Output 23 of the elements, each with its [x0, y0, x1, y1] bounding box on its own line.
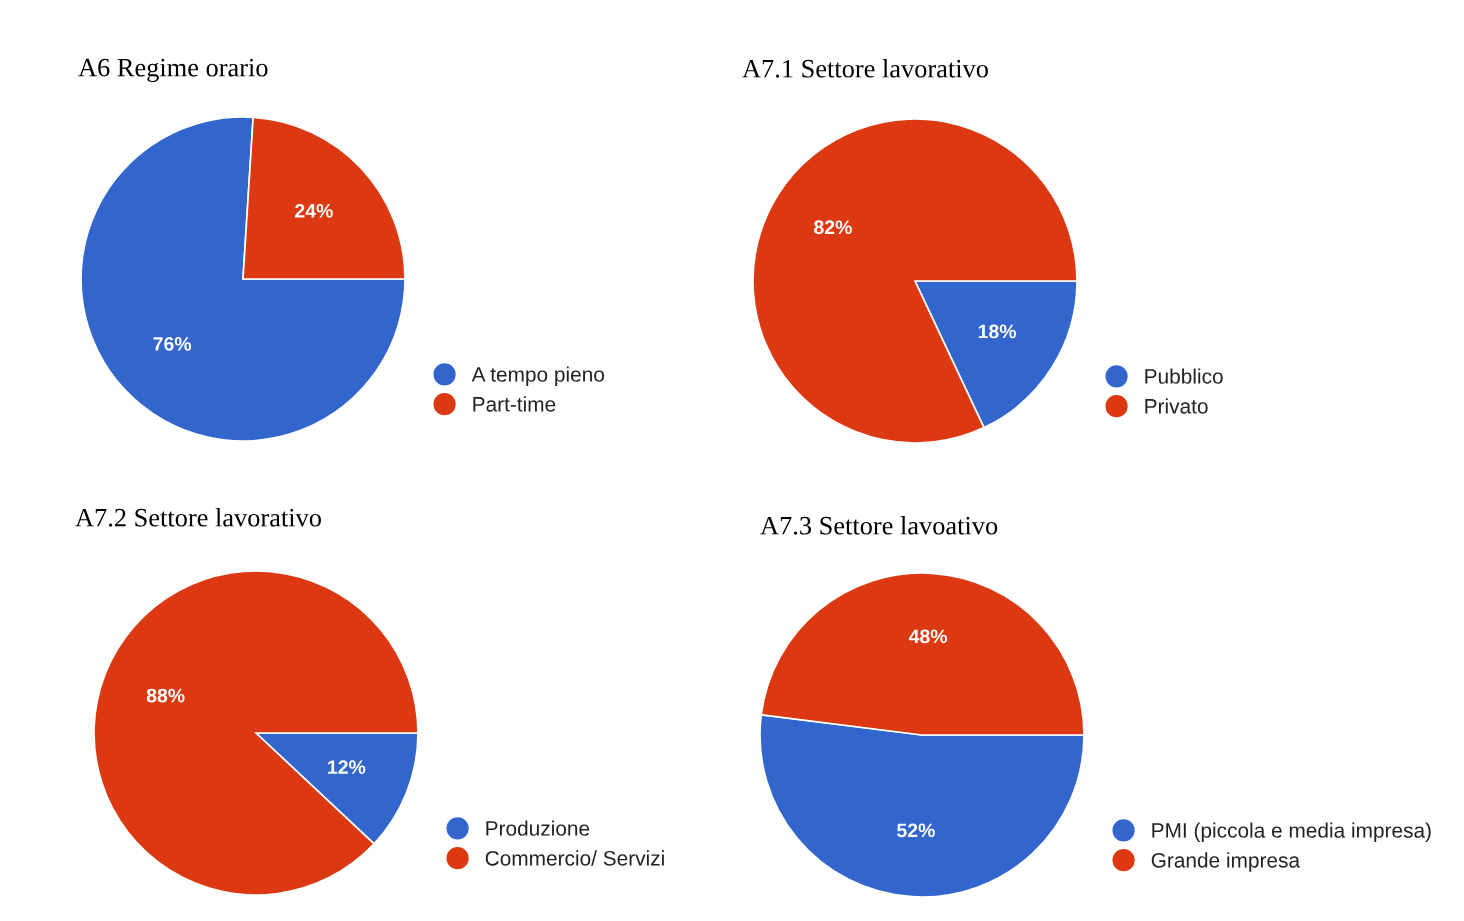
- chart-title: A6 Regime orario: [78, 58, 268, 82]
- legend-label: Part-time: [473, 396, 556, 412]
- legend-label: Commercio/ Servizi: [485, 850, 664, 866]
- data-label: 18%: [978, 324, 1017, 339]
- data-label: 82%: [814, 220, 852, 235]
- data-label: 12%: [328, 760, 366, 774]
- legend-label: Privato: [1145, 398, 1208, 414]
- legend-label: Pubblico: [1145, 368, 1223, 384]
- pie-slice: [80, 116, 406, 442]
- chart-title: A7.1 Settore lavorativo: [742, 59, 988, 78]
- legend-label: A tempo pieno: [471, 366, 604, 386]
- chart-title: A7.2 Settore lavorativo: [75, 508, 321, 527]
- legend-label: PMI (piccola e media impresa): [1152, 822, 1431, 842]
- legend-label: Produzione: [486, 820, 590, 836]
- data-label: 88%: [146, 688, 185, 703]
- pie-slice: [752, 118, 1078, 444]
- data-label: 48%: [908, 629, 948, 644]
- data-label: 24%: [295, 203, 333, 218]
- data-label: 76%: [153, 336, 192, 351]
- pie-slice: [93, 570, 419, 896]
- chart-title: A7.3 Settore lavoativo: [760, 516, 998, 535]
- legend-label: Grande impresa: [1151, 852, 1301, 872]
- data-label: 52%: [897, 823, 935, 838]
